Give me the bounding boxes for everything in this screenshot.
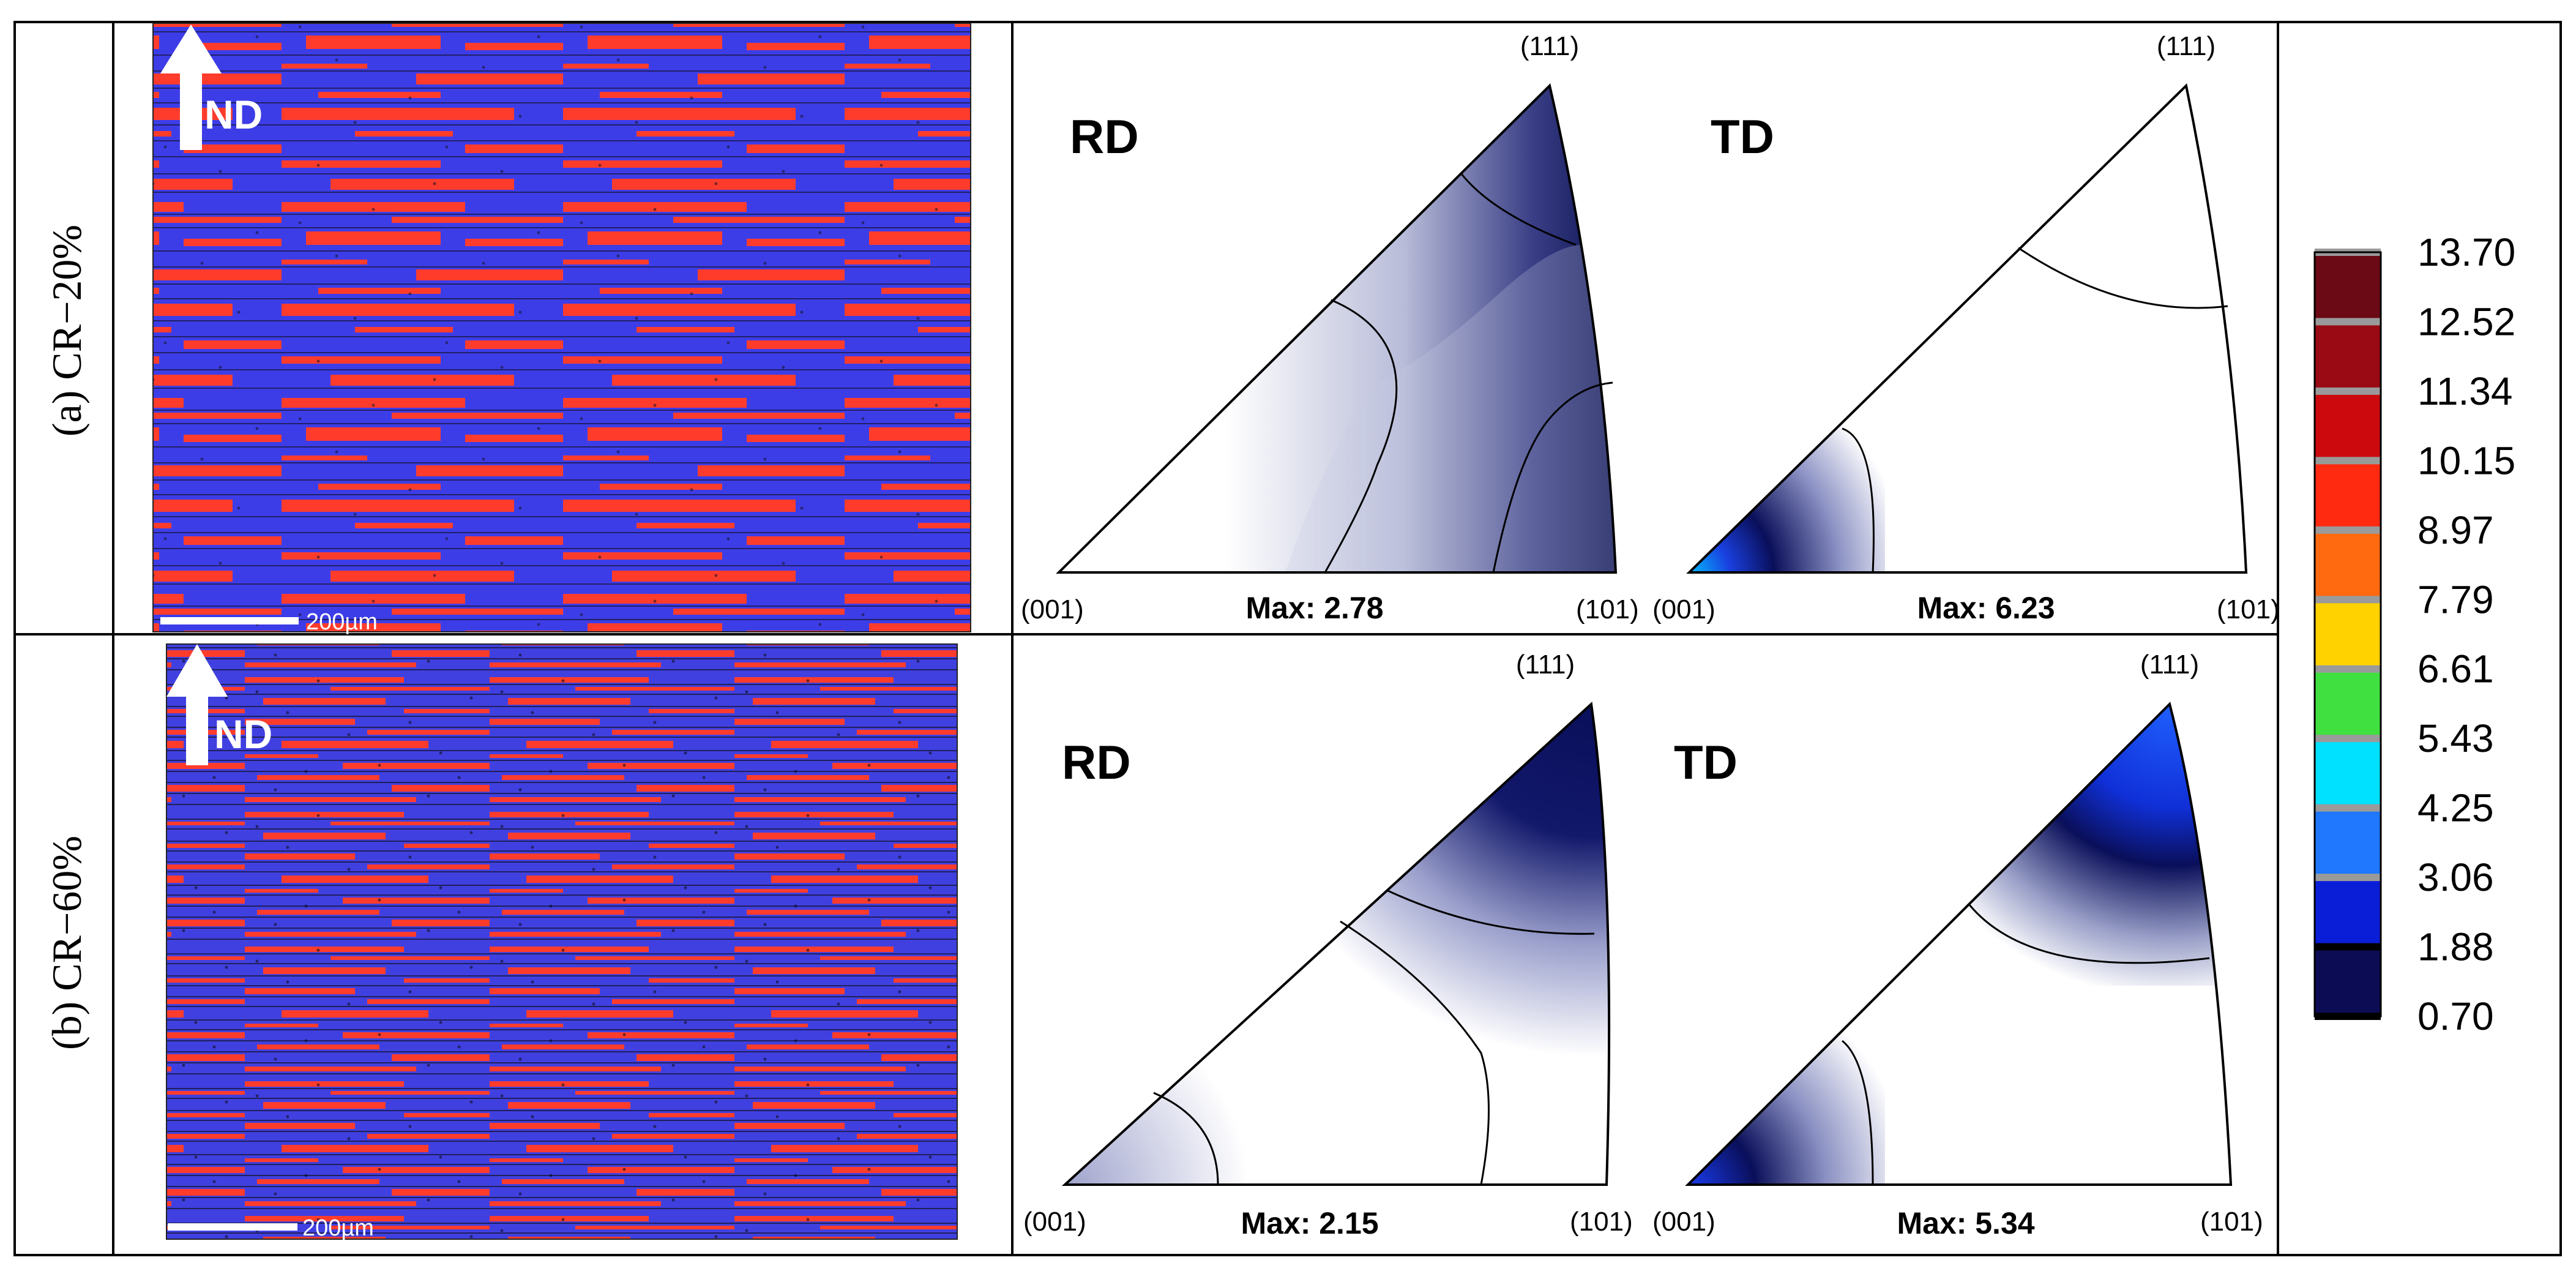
scale-bar-b bbox=[168, 1223, 297, 1231]
corner-label-101: (101) bbox=[2200, 1207, 2263, 1237]
colorbar-tick-mark bbox=[2315, 735, 2381, 743]
max-label: Max: 2.78 bbox=[1245, 591, 1383, 625]
ipf-a-td: TD (111) (001) (101) Max: 6.23 bbox=[1652, 31, 2280, 625]
ipf-triangle-outline bbox=[1061, 701, 1611, 1186]
ipf-b-td: TD (111) (001) (101) Max: 5.34 bbox=[1652, 650, 2263, 1240]
colorbar-tick-label: 7.79 bbox=[2417, 577, 2494, 621]
corner-label-111: (111) bbox=[1520, 31, 1579, 61]
max-label: Max: 6.23 bbox=[1917, 591, 2055, 625]
colorbar-tick-label: 5.43 bbox=[2417, 716, 2494, 760]
ipf-triangle-outline bbox=[1686, 83, 2248, 574]
corner-label-111: (111) bbox=[1516, 650, 1575, 680]
colorbar-tick-label: 1.88 bbox=[2417, 925, 2494, 969]
colorbar-segment bbox=[2315, 530, 2381, 601]
max-label: Max: 5.34 bbox=[1897, 1206, 2034, 1240]
corner-label-001: (001) bbox=[1652, 594, 1715, 624]
colorbar-segment bbox=[2315, 808, 2381, 879]
ebsd-map-b: ND 200µm bbox=[166, 643, 958, 1241]
colorbar-segment bbox=[2315, 460, 2381, 531]
ipf-b-rd: RD (111) (001) (101) Max: 2.15 bbox=[1023, 650, 1633, 1240]
colorbar-segment bbox=[2315, 321, 2381, 392]
row-label-a: (a) CR−20% bbox=[43, 225, 90, 437]
max-label: Max: 2.15 bbox=[1241, 1206, 1378, 1240]
scale-bar-label-b: 200µm bbox=[302, 1215, 374, 1241]
colorbar: 13.70 12.52 11.34 10.15 8.97 7.79 6.61 5.43 4.25… bbox=[2313, 230, 2515, 1038]
scale-bar-label-a: 200µm bbox=[306, 609, 378, 635]
ipf-direction-label: TD bbox=[1711, 110, 1774, 163]
colorbar-tick-label: 11.34 bbox=[2417, 369, 2512, 413]
ebsd-direction-label-b: ND bbox=[214, 711, 272, 757]
ebsd-map-a: ND 200µm bbox=[152, 23, 971, 635]
corner-label-101: (101) bbox=[1576, 594, 1639, 624]
nd-arrow-icon bbox=[160, 24, 222, 150]
colorbar-tick-mark bbox=[2315, 596, 2381, 604]
colorbar-tick-mark bbox=[2315, 943, 2381, 951]
corner-label-101: (101) bbox=[1570, 1207, 1633, 1237]
colorbar-segment bbox=[2315, 947, 2381, 1017]
row-label-b: (b) CR−60% bbox=[43, 836, 90, 1050]
colorbar-tick-label: 3.06 bbox=[2417, 855, 2494, 899]
colorbar-tick-mark bbox=[2315, 387, 2381, 395]
corner-label-111: (111) bbox=[2140, 650, 2199, 680]
ipf-a-rd: RD (111) (001) (101) Max: 2.78 bbox=[1021, 31, 1639, 625]
colorbar-tick-mark bbox=[2315, 318, 2381, 326]
colorbar-segment bbox=[2315, 877, 2381, 948]
colorbar-frame bbox=[2313, 251, 2382, 1018]
ipf-triangle-outline bbox=[1056, 83, 1618, 574]
colorbar-tick-label: 13.70 bbox=[2417, 230, 2515, 274]
corner-label-111: (111) bbox=[2157, 31, 2216, 61]
corner-label-101: (101) bbox=[2217, 594, 2280, 624]
ipf-direction-label: RD bbox=[1070, 110, 1139, 163]
ebsd-direction-label-a: ND bbox=[204, 92, 263, 137]
corner-label-001: (001) bbox=[1023, 1207, 1086, 1237]
colorbar-tick-label: 0.70 bbox=[2417, 994, 2494, 1038]
ipf-triangle-outline bbox=[1685, 702, 2233, 1186]
table-frame bbox=[13, 21, 2562, 1256]
colorbar-segment bbox=[2315, 252, 2381, 323]
colorbar-tick-mark bbox=[2315, 526, 2381, 534]
scale-bar-a bbox=[160, 617, 299, 624]
colorbar-tick-mark bbox=[2315, 665, 2381, 673]
colorbar-tick-label: 12.52 bbox=[2417, 299, 2515, 343]
colorbar-tick-mark bbox=[2315, 804, 2381, 812]
colorbar-tick-label: 4.25 bbox=[2417, 786, 2494, 830]
nd-arrow-icon bbox=[166, 644, 228, 765]
colorbar-segment bbox=[2315, 391, 2381, 462]
colorbar-tick-mark bbox=[2315, 457, 2381, 465]
colorbar-tick-label: 10.15 bbox=[2417, 438, 2515, 482]
colorbar-tick-label: 8.97 bbox=[2417, 508, 2494, 552]
colorbar-segment bbox=[2315, 599, 2381, 670]
colorbar-segment bbox=[2315, 738, 2381, 809]
corner-label-001: (001) bbox=[1652, 1207, 1715, 1237]
colorbar-tick-mark bbox=[2315, 874, 2381, 882]
corner-label-001: (001) bbox=[1021, 594, 1084, 624]
ipf-direction-label: RD bbox=[1062, 735, 1131, 789]
colorbar-tick-label: 6.61 bbox=[2417, 647, 2494, 691]
ipf-direction-label: TD bbox=[1674, 735, 1738, 789]
colorbar-segment bbox=[2315, 669, 2381, 740]
